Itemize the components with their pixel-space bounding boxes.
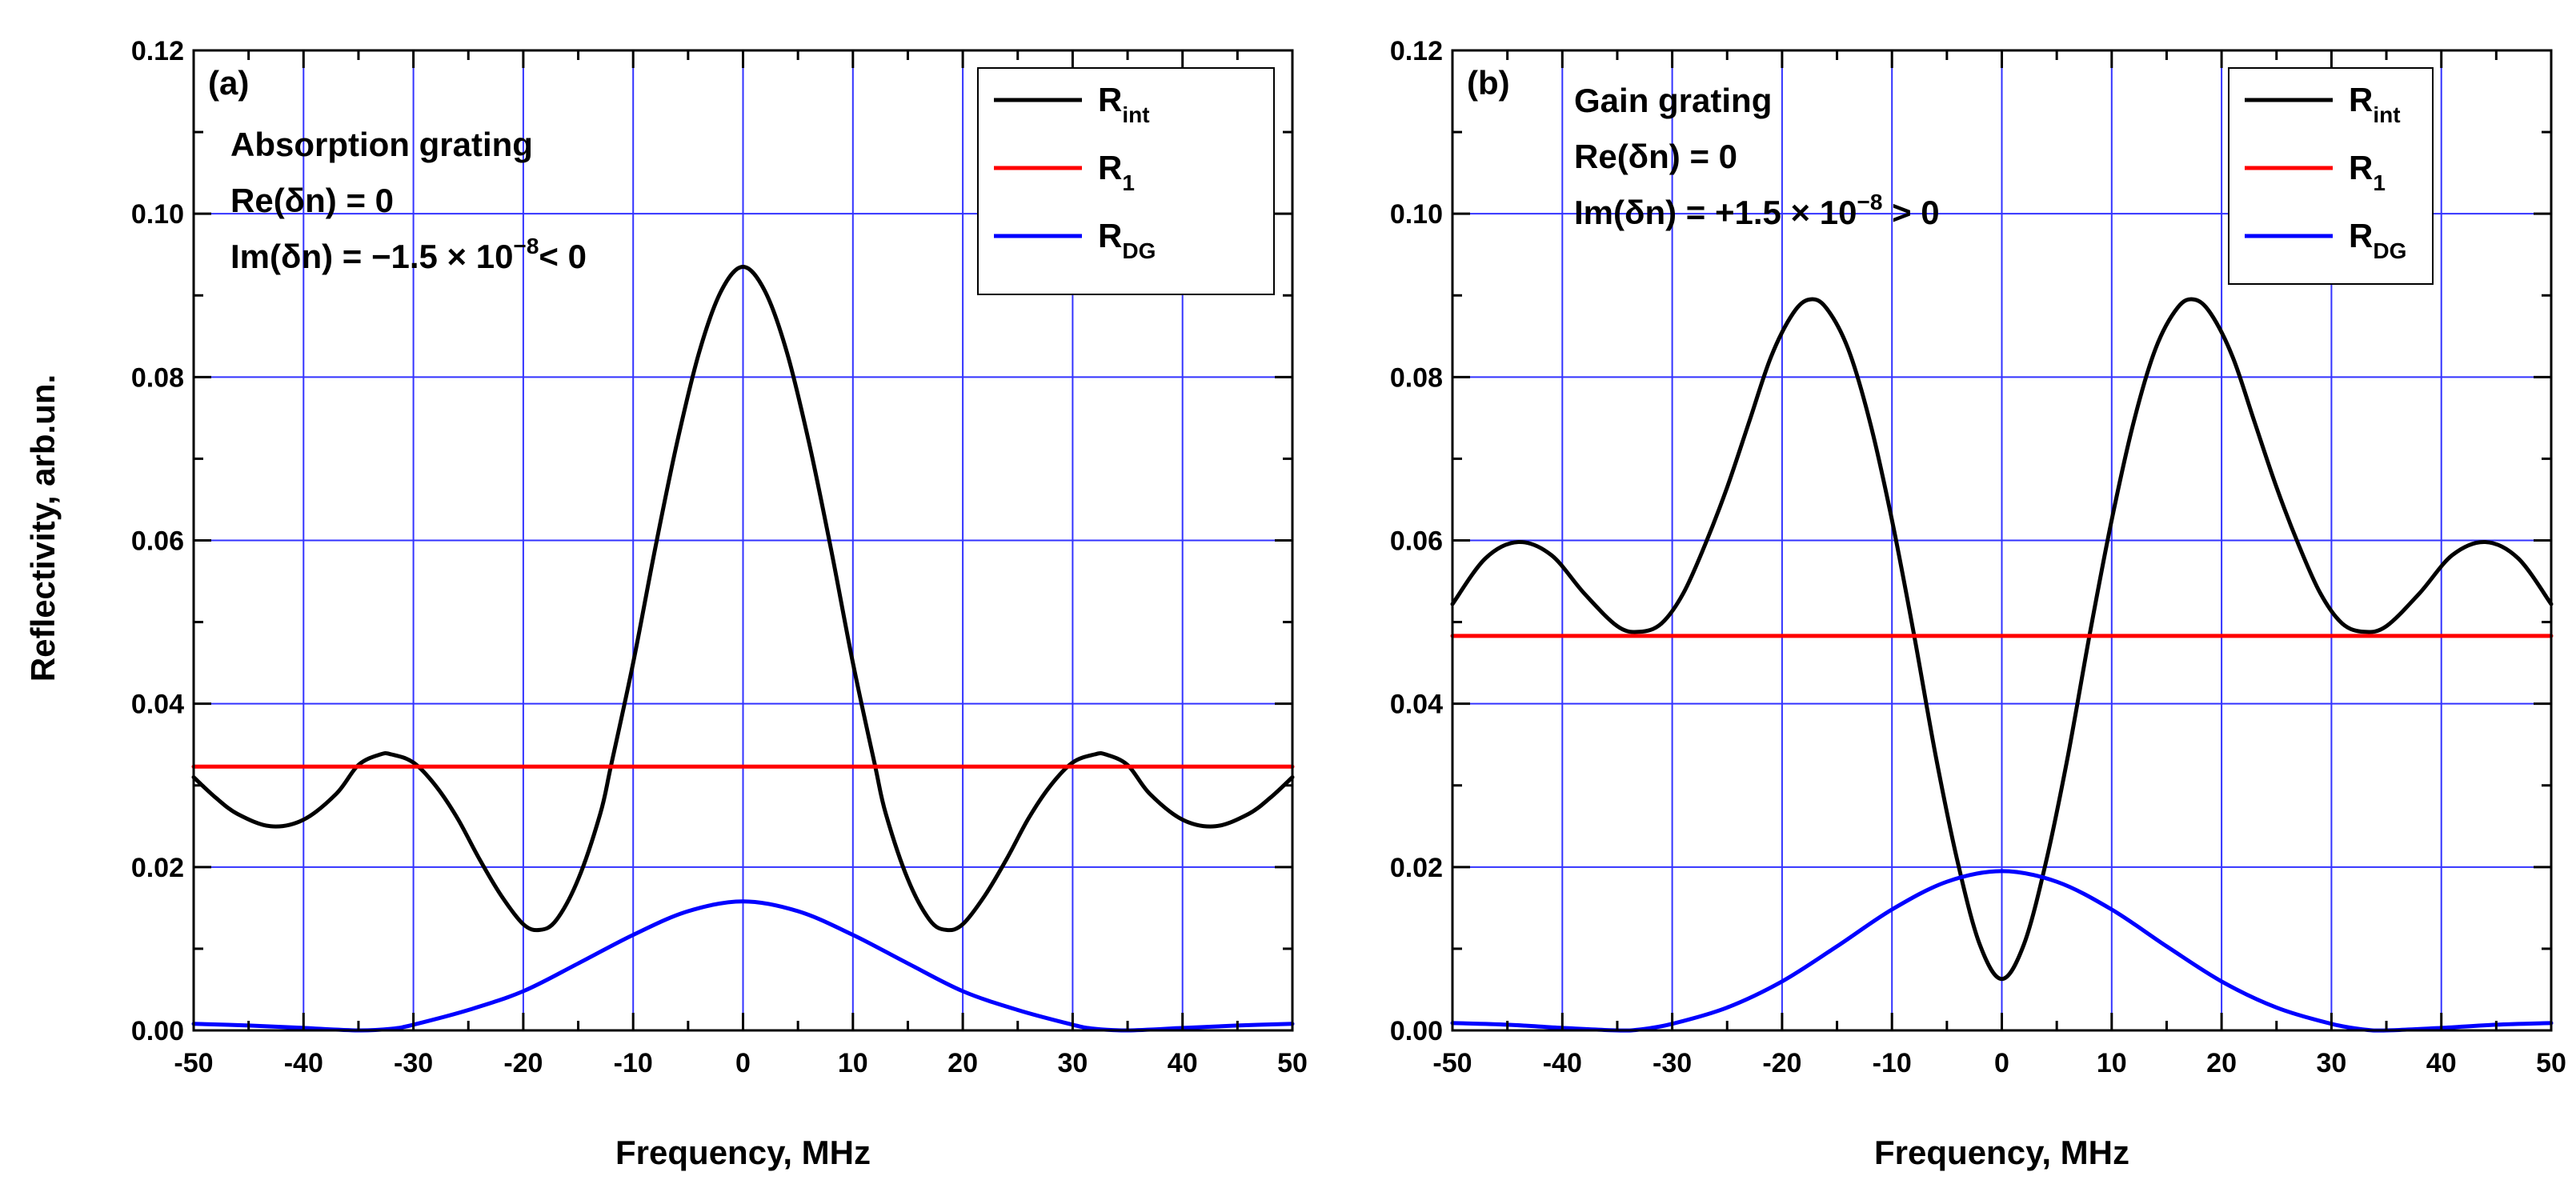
x-tick-label: -40 (284, 1048, 323, 1078)
legend: Rint R1 RDG (977, 67, 1275, 295)
x-tick-label: 0 (735, 1048, 751, 1078)
x-tick-label: 10 (2097, 1048, 2127, 1078)
x-tick-label: 40 (1168, 1048, 1198, 1078)
legend-label-r-int: Rint (1098, 81, 1150, 127)
legend: Rint R1 RDG (2228, 67, 2434, 285)
legend-label-r-int: Rint (2349, 81, 2401, 127)
x-tick-label: 20 (947, 1048, 978, 1078)
y-tick-label: 0.04 (131, 690, 184, 720)
x-tick-label: 50 (2536, 1048, 2566, 1078)
series-line-r-int (191, 265, 1295, 933)
legend-box (2228, 67, 2434, 285)
legend-label-r-1: R1 (1098, 149, 1135, 195)
x-tick-label: -30 (394, 1048, 433, 1078)
y-tick-label: 0.10 (1390, 199, 1443, 230)
legend-label-r-1: R1 (2349, 149, 2386, 195)
panel-label: (b) (1467, 64, 1510, 102)
y-tick-label: 0.12 (131, 36, 184, 66)
legend-label-r-dg: RDG (2349, 217, 2406, 263)
y-tick-label: 0.08 (131, 362, 184, 393)
panel-label: (a) (208, 64, 249, 102)
y-tick-label: 0.00 (1390, 1016, 1443, 1046)
x-tick-label: -10 (1873, 1048, 1912, 1078)
legend-box (977, 67, 1275, 295)
annotation-line: Re(δn) = 0 (1574, 138, 1737, 175)
y-axis-label: Reflectivity, arb.un. (24, 374, 62, 682)
annotation-line: Im(δn) = −1.5 × 10−8< 0 (230, 234, 587, 275)
y-tick-label: 0.00 (131, 1016, 184, 1046)
x-tick-label: 30 (1057, 1048, 1088, 1078)
y-tick-label: 0.02 (1390, 853, 1443, 883)
x-tick-label: 0 (1994, 1048, 2009, 1078)
y-tick-label: 0.02 (131, 853, 184, 883)
x-tick-label: 50 (1277, 1048, 1308, 1078)
x-tick-label: 40 (2426, 1048, 2457, 1078)
x-tick-label: -20 (503, 1048, 543, 1078)
x-axis-label: Frequency, MHz (615, 1134, 871, 1171)
x-axis-label: Frequency, MHz (1874, 1134, 2129, 1171)
x-tick-label: -20 (1762, 1048, 1801, 1078)
x-tick-label: -50 (1432, 1048, 1472, 1078)
x-tick-label: 10 (838, 1048, 868, 1078)
panel-b: -50 -40 -30 -20 -10 0 10 20 30 40 50 0.00 0.02 0.04 0.… (1390, 36, 2566, 1171)
annotation-line: Re(δn) = 0 (230, 182, 394, 219)
legend-label-r-dg: RDG (1098, 217, 1156, 263)
y-tick-label: 0.06 (1390, 526, 1443, 557)
annotation-line: Absorption grating (230, 126, 533, 163)
series-line-r-int (1450, 297, 2554, 982)
x-tick-label: -10 (614, 1048, 653, 1078)
annotation-line: Gain grating (1574, 82, 1772, 119)
x-tick-label: -40 (1543, 1048, 1582, 1078)
x-tick-label: 30 (2316, 1048, 2346, 1078)
y-tick-label: 0.08 (1390, 362, 1443, 393)
panel-a: -50 -40 -30 -20 -10 0 10 20 30 40 50 0.00 0.02 0.04 0.… (131, 36, 1308, 1171)
x-tick-label: -30 (1653, 1048, 1692, 1078)
x-tick-label: -50 (174, 1048, 213, 1078)
y-tick-label: 0.12 (1390, 36, 1443, 66)
annotation-line: Im(δn) = +1.5 × 10−8 > 0 (1574, 190, 1940, 231)
y-tick-label: 0.04 (1390, 690, 1443, 720)
x-tick-label: 20 (2206, 1048, 2237, 1078)
y-tick-label: 0.10 (131, 199, 184, 230)
y-tick-label: 0.06 (131, 526, 184, 557)
